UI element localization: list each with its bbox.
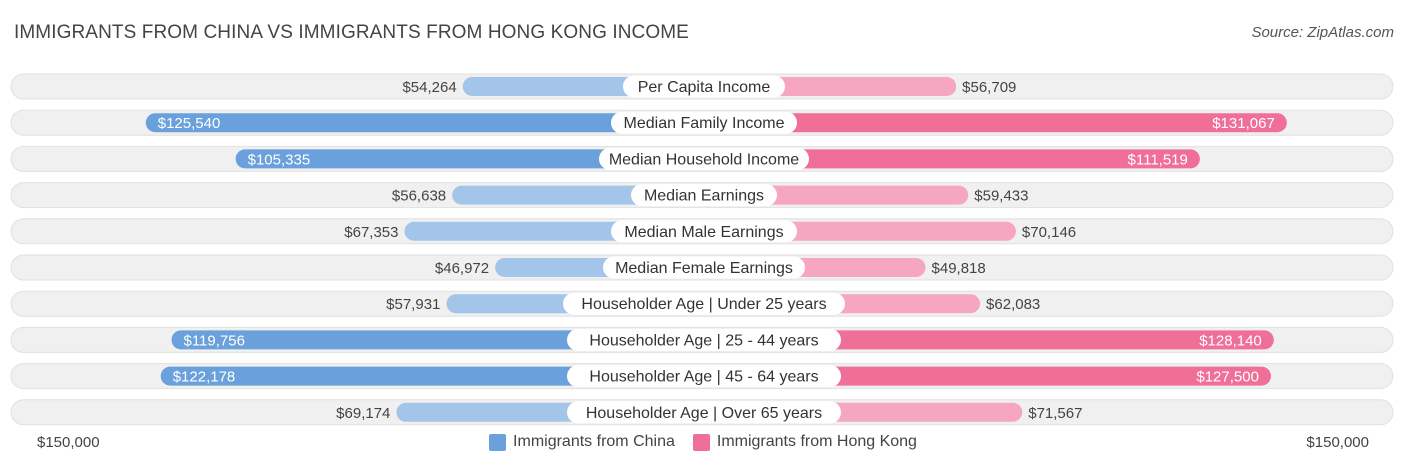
axis-max-label: $150,000 bbox=[1306, 434, 1369, 451]
category-label: Householder Age | 25 - 44 years bbox=[589, 332, 818, 349]
category-label: Householder Age | Over 65 years bbox=[586, 405, 822, 422]
row-per-capita-income: $54,264 $56,709 Per Capita Income bbox=[10, 73, 1394, 100]
legend-swatch-china bbox=[489, 433, 507, 451]
source-label[interactable]: Source: ZipAtlas.com bbox=[1251, 24, 1394, 41]
value-label-hong-kong: $62,083 bbox=[986, 296, 1040, 313]
category-pill bbox=[567, 401, 841, 424]
category-label: Householder Age | 45 - 64 years bbox=[589, 369, 818, 386]
value-label-china: $119,756 bbox=[183, 332, 244, 349]
category-pill bbox=[603, 256, 805, 279]
value-label-china: $125,540 bbox=[158, 115, 221, 132]
category-pill bbox=[611, 111, 797, 134]
value-label-china: $122,178 bbox=[173, 369, 236, 386]
legend-item-hong-kong: Immigrants from Hong Kong bbox=[692, 433, 917, 451]
row-householder-age-45-64-years: $122,178 $127,500 Householder Age | 45 - 6… bbox=[10, 363, 1394, 390]
legend: Immigrants from China Immigrants from Ho… bbox=[0, 432, 1406, 452]
value-label-hong-kong: $71,567 bbox=[1028, 405, 1082, 422]
category-pill bbox=[599, 147, 809, 170]
category-pill bbox=[567, 365, 841, 388]
chart-title: IMMIGRANTS FROM CHINA VS IMMIGRANTS FROM… bbox=[14, 22, 689, 43]
value-label-hong-kong: $49,818 bbox=[932, 260, 986, 277]
category-pill bbox=[563, 292, 845, 315]
value-label-china: $56,638 bbox=[392, 188, 446, 205]
legend-item-china: Immigrants from China bbox=[489, 433, 675, 451]
category-pill bbox=[567, 328, 841, 351]
bar-hong-kong bbox=[704, 366, 1271, 386]
category-pill bbox=[631, 184, 777, 207]
value-label-hong-kong: $127,500 bbox=[1196, 369, 1259, 386]
legend-label-hong-kong: Immigrants from Hong Kong bbox=[716, 433, 917, 450]
bar-hong-kong bbox=[704, 149, 1200, 169]
value-label-hong-kong: $128,140 bbox=[1199, 332, 1262, 349]
value-label-china: $69,174 bbox=[336, 405, 390, 422]
row-householder-age-under-25-years: $57,931 $62,083 Householder Age | Under 25… bbox=[10, 290, 1394, 317]
bar-china bbox=[145, 113, 704, 133]
category-label: Median Male Earnings bbox=[624, 224, 783, 241]
row-median-female-earnings: $46,972 $49,818 Median Female Earnings bbox=[10, 254, 1394, 281]
category-pill bbox=[611, 220, 797, 243]
value-label-china: $54,264 bbox=[402, 79, 456, 96]
category-pill bbox=[623, 75, 785, 98]
category-label: Householder Age | Under 25 years bbox=[581, 296, 826, 313]
bar-hong-kong bbox=[704, 113, 1287, 133]
bar-china bbox=[235, 149, 705, 169]
value-label-china: $67,353 bbox=[344, 224, 398, 241]
value-label-hong-kong: $131,067 bbox=[1212, 115, 1275, 132]
row-median-male-earnings: $67,353 $70,146 Median Male Earnings bbox=[10, 218, 1394, 245]
category-label: Median Family Income bbox=[624, 115, 785, 132]
category-label: Median Female Earnings bbox=[615, 260, 793, 277]
row-median-family-income: $125,540 $131,067 Median Family Income bbox=[10, 109, 1394, 136]
row-householder-age-25-44-years: $119,756 $128,140 Householder Age | 25 - 4… bbox=[10, 326, 1394, 353]
category-label: Per Capita Income bbox=[638, 79, 771, 96]
category-label: Median Earnings bbox=[644, 188, 764, 205]
value-label-hong-kong: $59,433 bbox=[974, 188, 1028, 205]
axis-min-label: $150,000 bbox=[37, 434, 100, 451]
row-median-household-income: $105,335 $111,519 Median Household Income bbox=[10, 145, 1394, 172]
row-median-earnings: $56,638 $59,433 Median Earnings bbox=[10, 182, 1394, 209]
value-label-hong-kong: $111,519 bbox=[1128, 151, 1188, 168]
category-label: Median Household Income bbox=[609, 151, 799, 168]
value-label-hong-kong: $56,709 bbox=[962, 79, 1016, 96]
bar-hong-kong bbox=[704, 330, 1274, 350]
legend-swatch-hong-kong bbox=[692, 433, 710, 451]
row-householder-age-over-65-years: $69,174 $71,567 Householder Age | Over 65 … bbox=[10, 399, 1394, 426]
value-label-china: $57,931 bbox=[386, 296, 440, 313]
value-label-china: $105,335 bbox=[248, 151, 311, 168]
value-label-hong-kong: $70,146 bbox=[1022, 224, 1076, 241]
value-label-china: $46,972 bbox=[435, 260, 489, 277]
legend-label-china: Immigrants from China bbox=[513, 433, 675, 450]
